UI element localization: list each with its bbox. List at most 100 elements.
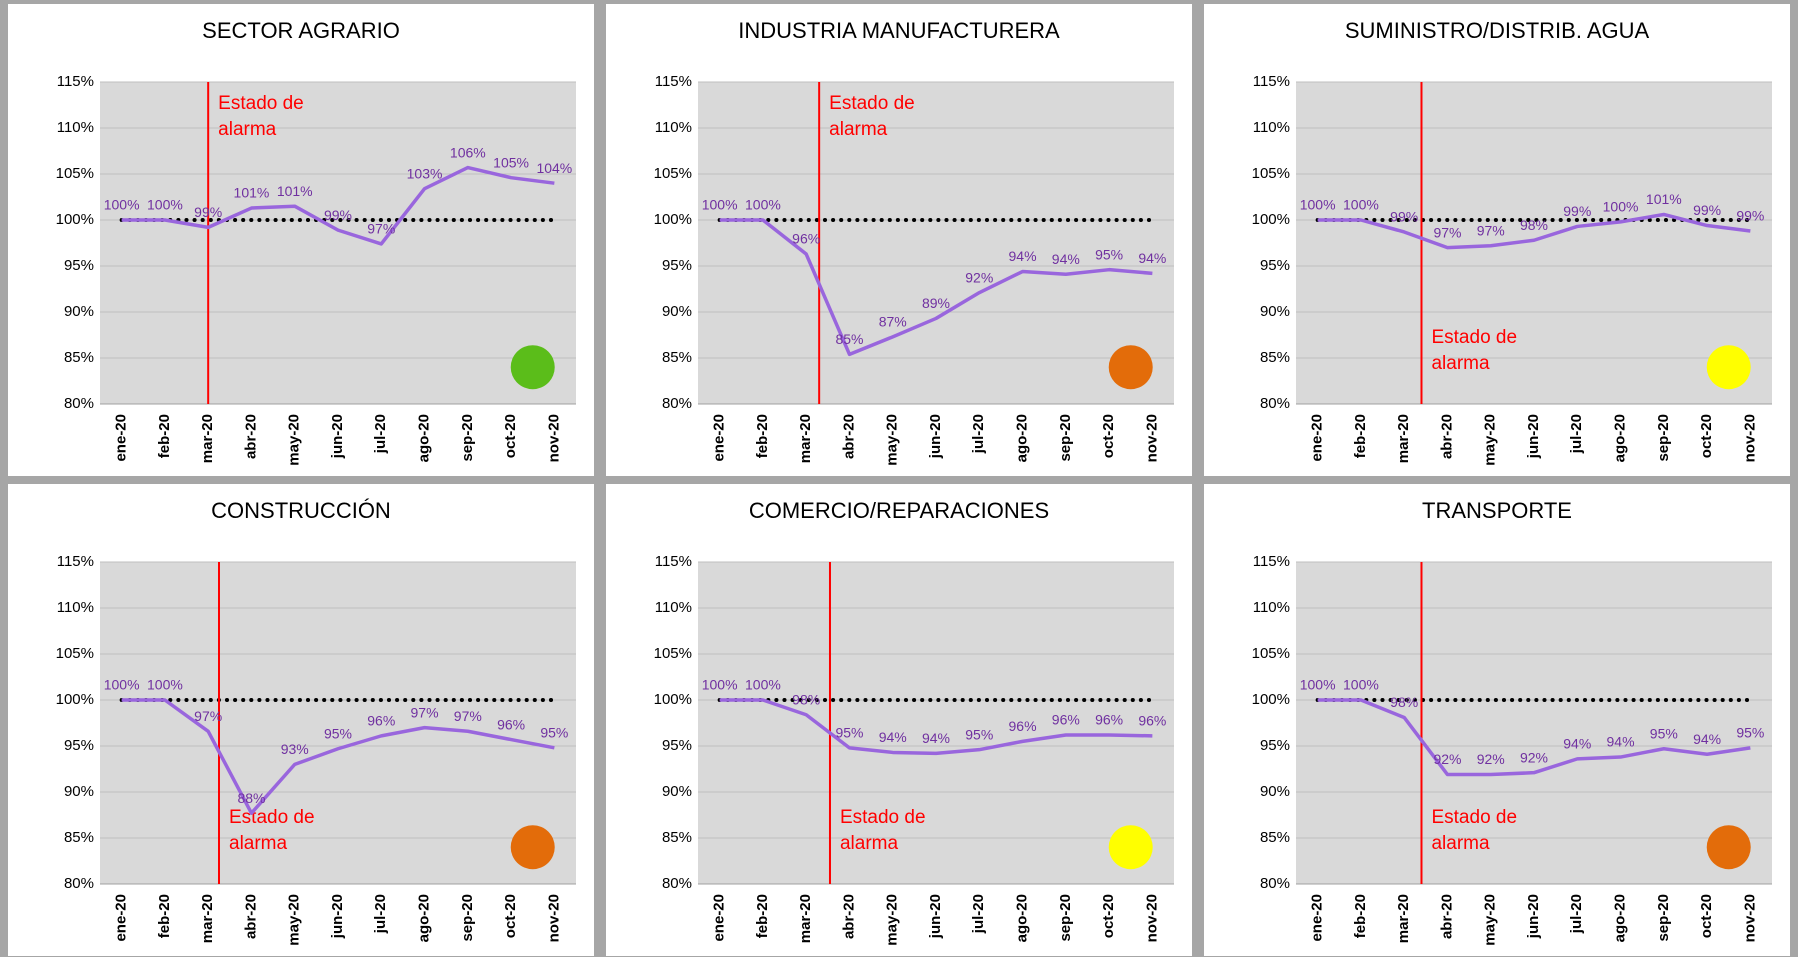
- x-tick-group: feb-20: [754, 414, 771, 458]
- value-label: 85%: [835, 331, 863, 347]
- y-tick-label: 110%: [1253, 119, 1290, 136]
- y-tick-label: 110%: [655, 119, 692, 136]
- x-tick-group: jul-20: [1568, 894, 1585, 934]
- x-tick-group: ago-20: [416, 894, 433, 942]
- x-tick-label: oct-20: [502, 414, 519, 458]
- value-label: 95%: [1736, 725, 1764, 741]
- value-label: 96%: [497, 716, 525, 732]
- x-tick-group: feb-20: [1352, 894, 1369, 938]
- value-label: 100%: [745, 677, 781, 693]
- chart-panel: COMERCIO/REPARACIONES 80% 85% 90% 95% 100% 105…: [606, 484, 1192, 956]
- y-tick-label: 110%: [57, 119, 94, 136]
- value-label: 100%: [745, 197, 781, 213]
- value-label: 94%: [1607, 734, 1635, 750]
- x-tick-label: ago-20: [416, 414, 433, 462]
- x-tick-group: ene-20: [1309, 894, 1326, 942]
- y-tick-label: 105%: [654, 645, 692, 662]
- x-tick-group: abr-20: [1438, 894, 1455, 939]
- x-tick-group: jul-20: [970, 414, 987, 454]
- chart-panel: CONSTRUCCIÓN 80% 85% 90% 95% 100% 105% 110% 115%…: [8, 484, 594, 956]
- chart-panel: SECTOR AGRARIO 80% 85% 90% 95% 100% 105% 110% 11…: [8, 4, 594, 476]
- y-tick-label: 95%: [1260, 737, 1290, 754]
- data-line: [719, 698, 1153, 756]
- x-tick-group: ene-20: [1309, 414, 1326, 462]
- y-tick-label: 100%: [56, 691, 94, 708]
- value-label: 100%: [1300, 197, 1336, 213]
- value-label: 100%: [104, 197, 140, 213]
- x-tick-group: oct-20: [1698, 414, 1715, 458]
- x-tick-label: mar-20: [199, 894, 216, 943]
- value-label: 94%: [1693, 731, 1721, 747]
- x-tick-label: jun-20: [927, 894, 944, 939]
- y-tick-label: 80%: [1260, 395, 1290, 412]
- x-tick-label: mar-20: [1395, 414, 1412, 463]
- y-tick-label: 95%: [662, 737, 692, 754]
- value-label: 96%: [1138, 713, 1166, 729]
- x-tick-group: jul-20: [372, 894, 389, 934]
- x-tick-label: jul-20: [372, 414, 389, 454]
- value-label: 94%: [1138, 250, 1166, 266]
- x-tick-label: feb-20: [156, 894, 173, 938]
- value-label: 87%: [879, 314, 907, 330]
- x-tick-label: abr-20: [242, 894, 259, 939]
- x-tick-label: sep-20: [459, 894, 476, 942]
- x-tick-group: jun-20: [329, 894, 346, 939]
- value-label: 94%: [1052, 251, 1080, 267]
- value-label: 99%: [1736, 208, 1764, 224]
- x-tick-group: abr-20: [840, 894, 857, 939]
- value-label: 100%: [1603, 199, 1639, 215]
- x-tick-label: feb-20: [754, 894, 771, 938]
- x-tick-label: may-20: [286, 414, 303, 466]
- value-label: 98%: [1390, 694, 1418, 710]
- x-tick-label: ago-20: [1014, 414, 1031, 462]
- x-tick-group: ene-20: [113, 414, 130, 462]
- x-tick-label: abr-20: [1438, 414, 1455, 459]
- x-tick-label: mar-20: [797, 894, 814, 943]
- value-label: 99%: [324, 207, 352, 223]
- x-tick-label: mar-20: [199, 414, 216, 463]
- value-label: 88%: [237, 790, 265, 806]
- chart-title: CONSTRUCCIÓN: [211, 498, 391, 523]
- x-tick-label: sep-20: [1655, 894, 1672, 942]
- x-tick-group: abr-20: [242, 414, 259, 459]
- x-tick-group: may-20: [286, 894, 303, 946]
- x-tick-label: jun-20: [329, 894, 346, 939]
- x-tick-label: nov-20: [545, 414, 562, 462]
- x-tick-label: jun-20: [329, 414, 346, 459]
- x-tick-group: abr-20: [1438, 414, 1455, 459]
- y-tick-label: 105%: [1252, 165, 1290, 182]
- chart-panel: INDUSTRIA MANUFACTURERA 80% 85% 90% 95% 100% 1…: [606, 4, 1192, 476]
- y-tick-label: 110%: [1253, 599, 1290, 616]
- chart-panel: SUMINISTRO/DISTRIB. AGUA 80% 85% 90% 95% 100%…: [1204, 4, 1790, 476]
- value-label: 98%: [1520, 217, 1548, 233]
- x-tick-label: oct-20: [1100, 894, 1117, 938]
- y-tick-label: 105%: [1252, 645, 1290, 662]
- x-tick-label: jul-20: [970, 894, 987, 934]
- x-tick-group: oct-20: [502, 414, 519, 458]
- x-tick-group: ago-20: [1014, 894, 1031, 942]
- x-tick-group: sep-20: [1057, 894, 1074, 942]
- x-tick-group: jun-20: [1525, 414, 1542, 459]
- value-label: 92%: [1433, 751, 1461, 767]
- x-tick-group: abr-20: [840, 414, 857, 459]
- y-tick-label: 85%: [64, 349, 94, 366]
- value-label: 95%: [1095, 246, 1123, 262]
- x-tick-label: jul-20: [372, 894, 389, 934]
- y-tick-label: 90%: [662, 303, 692, 320]
- x-tick-group: sep-20: [1655, 894, 1672, 942]
- y-tick-label: 80%: [64, 875, 94, 892]
- x-tick-group: nov-20: [1143, 894, 1160, 942]
- value-label: 100%: [1300, 677, 1336, 693]
- x-tick-label: may-20: [1482, 894, 1499, 946]
- x-tick-label: abr-20: [1438, 894, 1455, 939]
- x-tick-label: nov-20: [1143, 414, 1160, 462]
- chart-title: INDUSTRIA MANUFACTURERA: [738, 18, 1060, 43]
- x-tick-label: sep-20: [459, 414, 476, 462]
- x-tick-group: nov-20: [545, 414, 562, 462]
- data-line: [719, 218, 1153, 357]
- value-label: 95%: [835, 725, 863, 741]
- x-tick-label: oct-20: [1698, 894, 1715, 938]
- annotation-text: alarma: [1431, 833, 1490, 854]
- x-tick-group: may-20: [1482, 894, 1499, 946]
- y-tick-label: 80%: [1260, 875, 1290, 892]
